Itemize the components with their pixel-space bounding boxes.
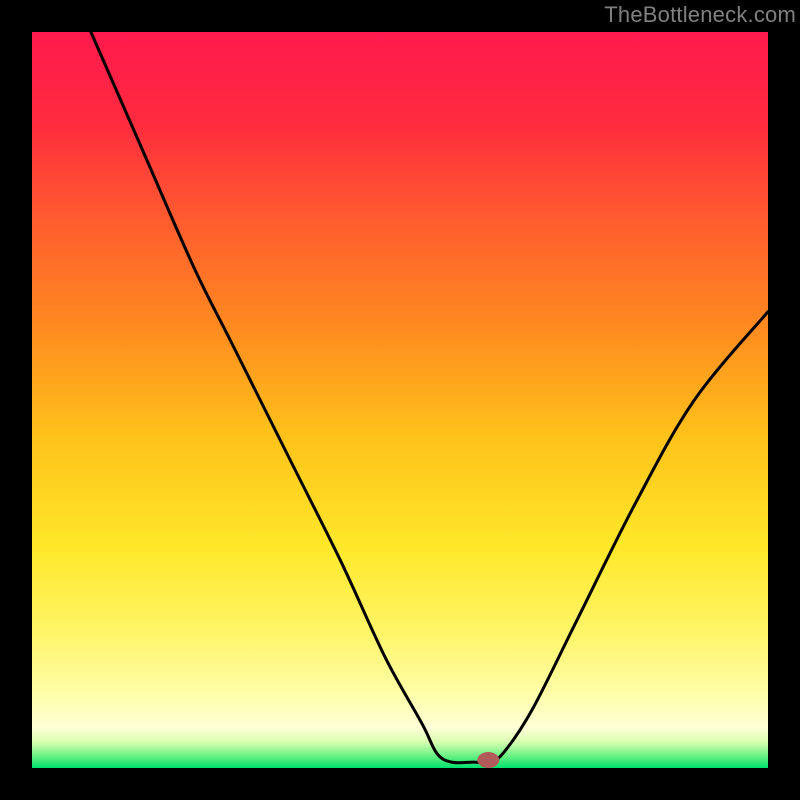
- optimal-marker: [477, 752, 499, 768]
- chart-frame: TheBottleneck.com: [0, 0, 800, 800]
- chart-background: [32, 32, 768, 768]
- watermark-text: TheBottleneck.com: [604, 2, 796, 28]
- bottleneck-chart: [0, 0, 800, 800]
